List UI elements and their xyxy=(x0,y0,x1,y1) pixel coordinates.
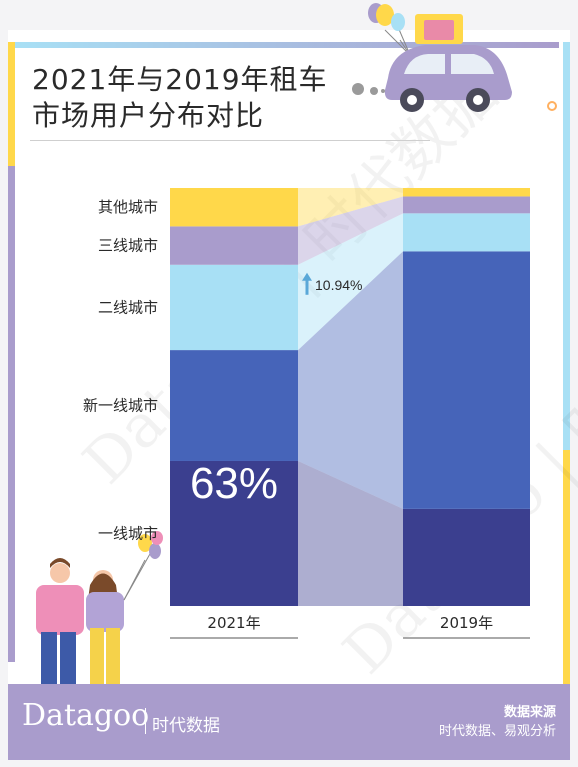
bar-segment xyxy=(170,188,298,227)
share-annotation: 63% xyxy=(190,459,278,508)
connector-band xyxy=(298,196,403,265)
right-accent-bar xyxy=(563,42,570,722)
logo-divider xyxy=(145,708,146,734)
series-label: 二线城市 xyxy=(98,298,158,316)
brand-name-cn: 时代数据 xyxy=(152,716,220,736)
series-label: 三线城市 xyxy=(98,237,158,255)
luggage-icon xyxy=(415,14,463,44)
bar-segment xyxy=(403,213,530,252)
bar-segment xyxy=(170,350,298,461)
series-label: 一线城市 xyxy=(98,524,158,542)
bar-segment xyxy=(403,188,530,197)
growth-annotation: 10.94% xyxy=(315,277,362,293)
connector-band xyxy=(298,251,403,509)
chart-title-line-1: 2021年与2019年租车 xyxy=(32,63,328,96)
chart-title: 2021年与2019年租车 市场用户分布对比 xyxy=(32,62,352,134)
connector-band xyxy=(298,213,403,351)
category-label: 2019年 xyxy=(440,614,493,632)
bar-segment xyxy=(403,196,530,214)
connector-band xyxy=(298,188,403,227)
footer-bar xyxy=(8,684,570,760)
brand-logo: Datagoo xyxy=(22,698,150,733)
top-accent-bar xyxy=(14,42,559,48)
source-text: 时代数据、易观分析 xyxy=(438,724,556,739)
title-divider xyxy=(30,140,430,141)
series-label: 新一线城市 xyxy=(83,397,158,415)
connector-band xyxy=(298,460,403,606)
bar-segment xyxy=(170,460,298,606)
car-icon xyxy=(352,45,557,112)
bar-segment xyxy=(170,226,298,265)
up-arrow-head-icon xyxy=(302,272,312,281)
series-label: 其他城市 xyxy=(98,198,158,216)
category-label: 2021年 xyxy=(207,614,260,632)
bar-segment xyxy=(403,251,530,509)
chart-title-line-2: 市场用户分布对比 xyxy=(32,99,265,132)
bar-segment xyxy=(403,508,530,606)
bar-segment xyxy=(170,264,298,351)
balloon-icon xyxy=(368,3,411,56)
source-title: 数据来源 xyxy=(503,705,556,720)
left-accent-bar xyxy=(8,42,15,662)
